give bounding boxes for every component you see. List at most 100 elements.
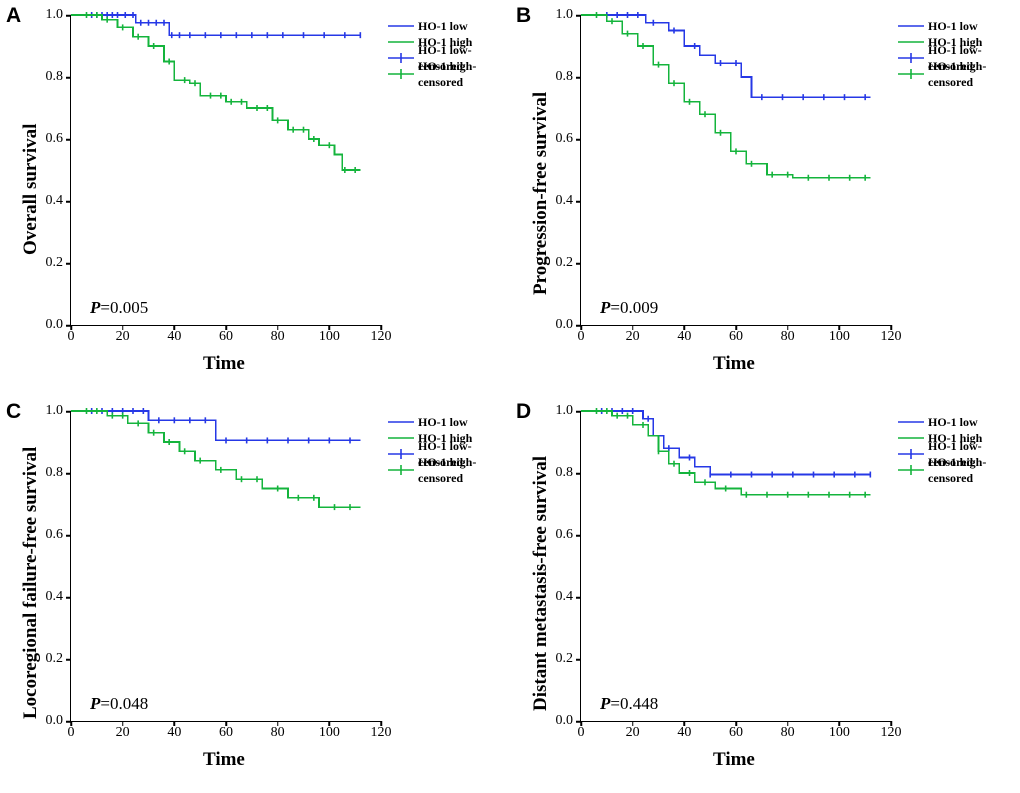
x-tick-label: 0 [68,725,75,741]
x-axis-label: Time [713,353,755,375]
p-value: P=0.009 [600,298,658,318]
legend-label: HO-1 high-censored [418,454,510,486]
y-tick [66,721,71,723]
legend-swatch [388,416,414,428]
x-tick-label: 60 [729,329,743,345]
x-tick-label: 40 [677,329,691,345]
plot-area: 0204060801001200.00.20.40.60.81.0 [70,411,381,722]
x-tick-label: 120 [881,725,902,741]
y-tick-label: 0.8 [46,465,64,481]
x-tick-label: 60 [219,329,233,345]
legend-swatch [388,464,414,476]
x-tick-label: 80 [271,329,285,345]
legend-item: HO-1 high-censored [388,462,510,478]
legend-swatch [388,52,414,64]
plot-area: 0204060801001200.00.20.40.60.81.0 [580,15,891,326]
y-tick-label: 0.4 [556,193,574,209]
panel-letter: B [516,4,531,28]
x-tick-label: 60 [729,725,743,741]
panel-letter: C [6,400,21,424]
y-tick-label: 1.0 [556,7,574,23]
y-tick-label: 0.8 [556,69,574,85]
legend-swatch [898,20,924,32]
x-tick-label: 80 [271,725,285,741]
x-axis-label: Time [713,749,755,771]
y-tick-label: 0.2 [46,651,64,667]
y-tick-label: 0.4 [46,589,64,605]
y-tick-label: 0.6 [556,527,574,543]
legend-label: HO-1 low [928,18,978,34]
y-tick-label: 0.6 [46,131,64,147]
km-curves [71,15,381,325]
x-axis-label: Time [203,749,245,771]
legend-swatch [388,432,414,444]
y-tick-label: 0.4 [46,193,64,209]
y-axis-label: Locoregional failure-free survival [20,447,42,719]
legend-label: HO-1 low [418,414,468,430]
legend-label: HO-1 low [928,414,978,430]
panel-A: A0204060801001200.00.20.40.60.81.0Overal… [0,0,510,396]
legend-item: HO-1 high-censored [898,66,1020,82]
p-value: P=0.048 [90,694,148,714]
y-tick-label: 1.0 [556,403,574,419]
y-axis-label: Progression-free survival [530,92,552,295]
y-tick-label: 0.2 [556,651,574,667]
x-tick-label: 20 [116,725,130,741]
legend-label: HO-1 high-censored [928,454,1020,486]
plot-area: 0204060801001200.00.20.40.60.81.0 [580,411,891,722]
y-tick-label: 0.2 [556,255,574,271]
panel-letter: D [516,400,531,424]
x-axis-label: Time [203,353,245,375]
legend-swatch [388,36,414,48]
y-axis-label: Distant metastasis-free survival [530,456,552,711]
x-tick-label: 20 [116,329,130,345]
legend-item: HO-1 low [898,18,1020,34]
y-tick-label: 0.0 [556,713,574,729]
legend-swatch [898,36,924,48]
y-tick-label: 0.4 [556,589,574,605]
x-tick-label: 120 [881,329,902,345]
y-tick-label: 0.8 [46,69,64,85]
x-tick-label: 0 [68,329,75,345]
y-tick-label: 0.2 [46,255,64,271]
panel-letter: A [6,4,21,28]
x-tick-label: 120 [371,329,392,345]
panel-D: D 0204060801001200.00.20.40.60.81.0 Distan… [510,396,1020,793]
x-tick-label: 40 [677,725,691,741]
y-tick-label: 1.0 [46,403,64,419]
x-tick-label: 100 [829,725,850,741]
x-tick-label: 100 [319,329,340,345]
p-value: P=0.005 [90,298,148,318]
km-curves [581,15,891,325]
y-tick [576,721,581,723]
legend-swatch [388,20,414,32]
legend-item: HO-1 low [388,18,510,34]
legend: HO-1 lowHO-1 highHO-1 low-censoredHO-1 h… [898,414,1020,478]
x-tick-label: 0 [578,725,585,741]
legend-swatch [388,448,414,460]
legend-swatch [898,432,924,444]
y-tick [576,325,581,327]
legend-label: HO-1 high-censored [418,58,510,90]
plot-area: 0204060801001200.00.20.40.60.81.0 [70,15,381,326]
legend: HO-1 lowHO-1 highHO-1 low-censoredHO-1 h… [898,18,1020,82]
panel-B: B 0204060801001200.00.20.40.60.81.0 Progre… [510,0,1020,396]
x-tick-label: 0 [578,329,585,345]
legend-item: HO-1 low [388,414,510,430]
y-tick-label: 1.0 [46,7,64,23]
x-tick-label: 100 [319,725,340,741]
legend-label: HO-1 high-censored [928,58,1020,90]
legend-swatch [898,52,924,64]
x-tick-label: 80 [781,329,795,345]
legend-item: HO-1 high-censored [388,66,510,82]
km-curves [71,411,381,721]
x-tick-label: 120 [371,725,392,741]
y-tick-label: 0.0 [46,713,64,729]
y-tick-label: 0.0 [46,317,64,333]
legend-swatch [898,464,924,476]
legend-item: HO-1 high-censored [898,462,1020,478]
km-curves [581,411,891,721]
x-tick-label: 80 [781,725,795,741]
p-value: P=0.448 [600,694,658,714]
legend-swatch [898,68,924,80]
